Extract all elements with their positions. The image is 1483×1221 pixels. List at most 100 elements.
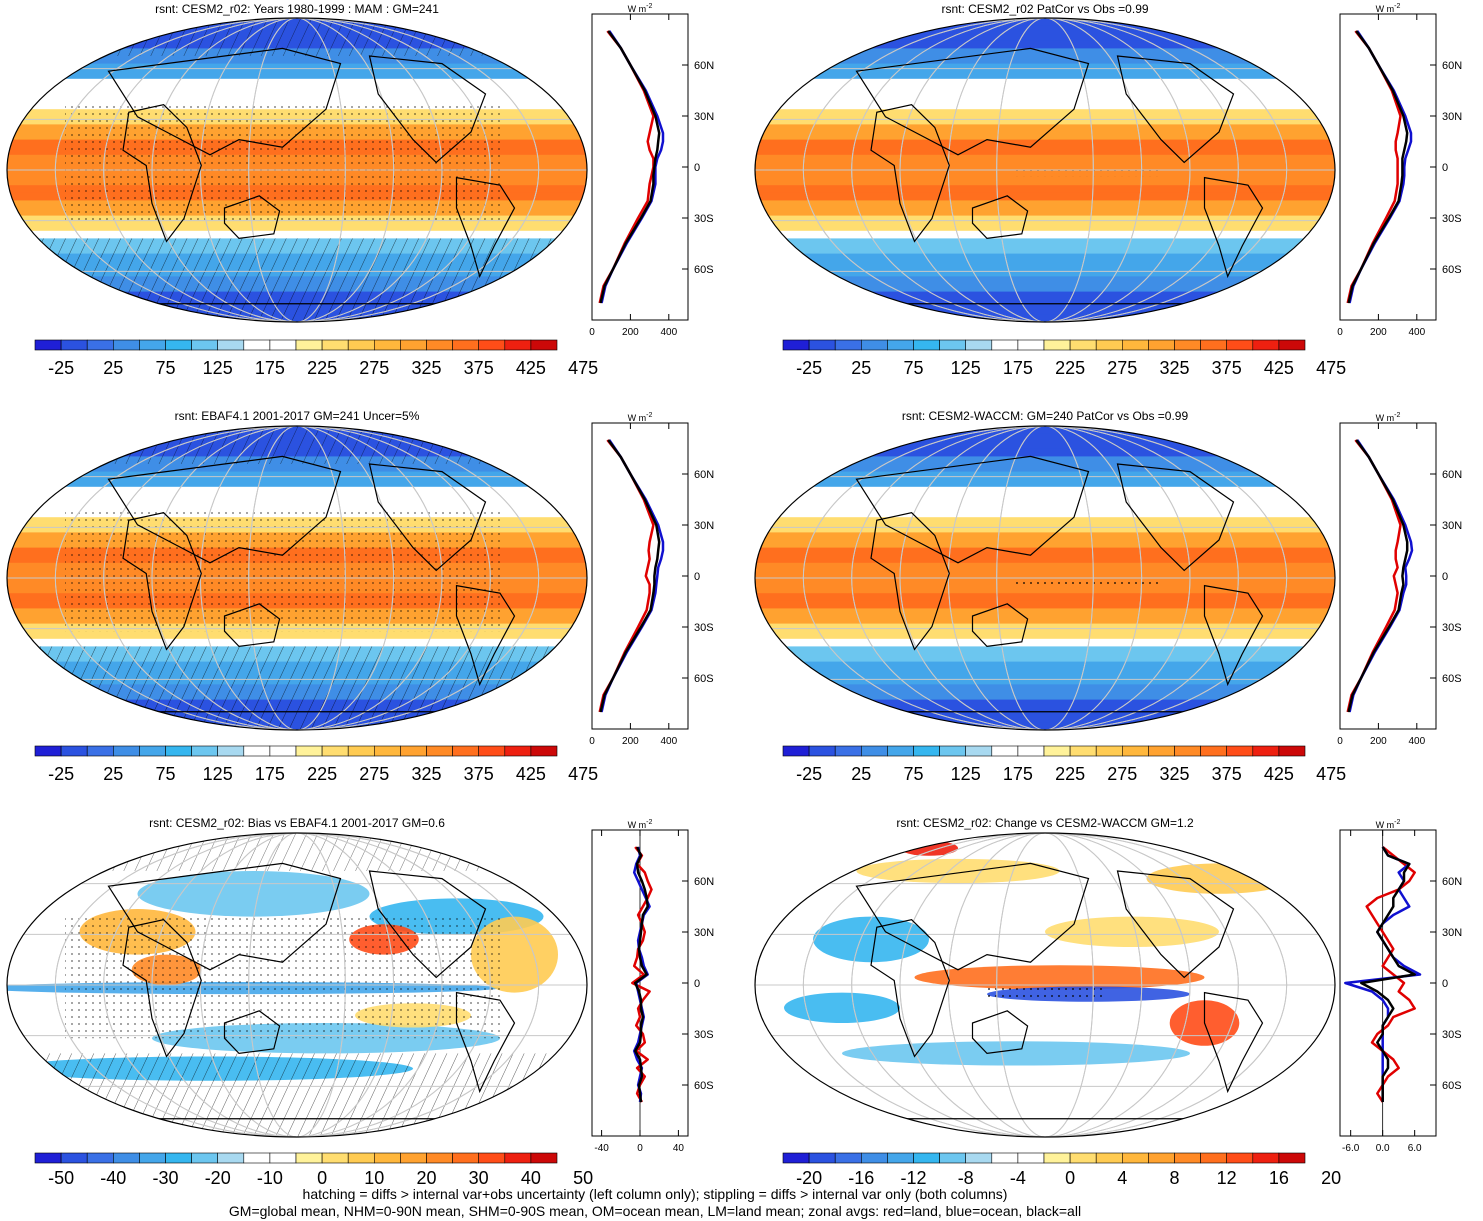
- colorbar-tick-label: 25: [851, 358, 871, 378]
- colorbar-swatch: [426, 339, 453, 351]
- colorbar-swatch: [243, 339, 271, 351]
- zonal-lat-label: 30S: [694, 213, 714, 225]
- zonal-unit-label: W m-2: [1376, 819, 1401, 830]
- zonal-lat-label: 30N: [694, 111, 714, 123]
- colorbar-swatch: [295, 339, 323, 351]
- colorbar: -25 25 75 125 175 225 275 325 375 425 475: [34, 339, 598, 378]
- colorbar-swatch: [834, 339, 862, 351]
- colorbar-swatch: [1122, 339, 1149, 351]
- map-field: [7, 18, 587, 322]
- panel-title: rsnt: CESM2_r02: Years 1980-1999 : MAM :…: [155, 2, 439, 16]
- colorbar-swatch: [165, 745, 192, 757]
- colorbar-tick-label: 375: [464, 764, 494, 784]
- colorbar-swatch: [782, 745, 810, 757]
- zonal-x-tick-label: 400: [660, 736, 677, 747]
- colorbar-swatch: [191, 339, 219, 351]
- colorbar-tick-label: -25: [796, 764, 822, 784]
- colorbar-swatch: [86, 339, 114, 351]
- zonal-unit-exponent: -2: [646, 412, 652, 419]
- colorbar-swatch: [504, 1152, 532, 1164]
- colorbar-swatch: [269, 745, 297, 757]
- zonal-lat-label: 30S: [1442, 1029, 1462, 1041]
- colorbar-swatch: [452, 1152, 480, 1164]
- colorbar-swatch: [217, 339, 245, 351]
- zonal-x-tick-label: 0.0: [1376, 1143, 1390, 1154]
- zonal-mean-plot: 60N 30N 0 30S 60S 0 200 400 W m-2: [1337, 3, 1462, 338]
- zonal-unit-label: W m-2: [628, 412, 653, 423]
- colorbar-swatch: [808, 745, 836, 757]
- zonal-lat-label: 60N: [1442, 469, 1462, 481]
- colorbar-swatch: [991, 1152, 1019, 1164]
- zonal-lat-label: 30N: [1442, 111, 1462, 123]
- colorbar-swatch: [834, 745, 862, 757]
- colorbar-tick-label: 425: [1264, 764, 1294, 784]
- colorbar-swatch: [991, 745, 1019, 757]
- zonal-lat-label: 0: [694, 978, 700, 990]
- colorbar-swatch: [295, 745, 323, 757]
- map-field: [755, 833, 1335, 1137]
- colorbar-tick-label: 40: [521, 1168, 541, 1188]
- colorbar-swatch: [808, 1152, 836, 1164]
- footnote-hatching: hatching = diffs > internal var+obs unce…: [302, 1186, 1008, 1202]
- colorbar-swatch: [939, 1152, 966, 1164]
- colorbar-swatch: [1200, 339, 1227, 351]
- colorbar-tick-label: 16: [1269, 1168, 1289, 1188]
- zonal-lat-label: 60S: [1442, 264, 1462, 276]
- colorbar-tick-label: -20: [796, 1168, 822, 1188]
- zonal-unit-exponent: -2: [1394, 819, 1400, 826]
- colorbar-tick-label: 175: [255, 764, 285, 784]
- colorbar-tick-label: 75: [903, 764, 923, 784]
- colorbar-tick-label: 325: [411, 358, 441, 378]
- colorbar-swatch: [1069, 745, 1097, 757]
- colorbar-swatch: [1174, 339, 1201, 351]
- zonal-frame: [591, 422, 689, 730]
- colorbar-tick-label: 125: [203, 764, 233, 784]
- colorbar-tick-label: 125: [203, 358, 233, 378]
- zonal-lat-label: 30N: [694, 927, 714, 939]
- colorbar-swatch: [295, 1152, 323, 1164]
- zonal-frame: [1339, 422, 1437, 730]
- zonal-lat-label: 60N: [1442, 60, 1462, 72]
- colorbar-tick-label: 30: [469, 1168, 489, 1188]
- colorbar-swatch: [139, 339, 166, 351]
- zonal-x-tick-label: 40: [673, 1143, 685, 1154]
- zonal-lat-label: 30S: [1442, 622, 1462, 634]
- colorbar-tick-label: -8: [958, 1168, 974, 1188]
- colorbar-tick-label: -10: [257, 1168, 283, 1188]
- footnote-legend: GM=global mean, NHM=0-90N mean, SHM=0-90…: [228, 1203, 1082, 1219]
- colorbar-tick-label: 8: [1169, 1168, 1179, 1188]
- colorbar-swatch: [1200, 745, 1227, 757]
- colorbar-tick-label: 4: [1117, 1168, 1127, 1188]
- colorbar-swatch: [1043, 1152, 1071, 1164]
- colorbar-swatch: [1226, 1152, 1254, 1164]
- zonal-lat-label: 0: [1442, 978, 1448, 990]
- zonal-x-tick-label: 200: [1370, 327, 1387, 338]
- colorbar-swatch: [504, 339, 532, 351]
- colorbar-swatch: [191, 1152, 219, 1164]
- colorbar-swatch: [860, 339, 888, 351]
- colorbar-swatch: [269, 1152, 297, 1164]
- zonal-lat-label: 0: [1442, 162, 1448, 174]
- colorbar-swatch: [887, 745, 914, 757]
- zonal-x-tick-label: -6.0: [1342, 1143, 1360, 1154]
- zonal-unit-exponent: -2: [646, 819, 652, 826]
- colorbar: -50 -40 -30 -20 -10 0 10 20 30 40 50: [34, 1152, 593, 1188]
- colorbar-swatch: [504, 745, 532, 757]
- zonal-lat-label: 60S: [694, 673, 714, 685]
- colorbar-swatch: [965, 339, 993, 351]
- colorbar-swatch: [1174, 745, 1201, 757]
- colorbar-tick-label: 75: [155, 358, 175, 378]
- colorbar-tick-label: 275: [1107, 358, 1137, 378]
- colorbar-tick-label: 375: [464, 358, 494, 378]
- colorbar-swatch: [782, 1152, 810, 1164]
- colorbar-swatch: [1095, 745, 1123, 757]
- colorbar-swatch: [243, 745, 271, 757]
- colorbar-swatch: [1148, 1152, 1175, 1164]
- colorbar-swatch: [347, 339, 375, 351]
- colorbar-tick-label: 75: [155, 764, 175, 784]
- zonal-lat-label: 0: [694, 162, 700, 174]
- colorbar-swatch: [400, 1152, 427, 1164]
- colorbar-tick-label: 125: [951, 764, 981, 784]
- colorbar-tick-label: 175: [1003, 358, 1033, 378]
